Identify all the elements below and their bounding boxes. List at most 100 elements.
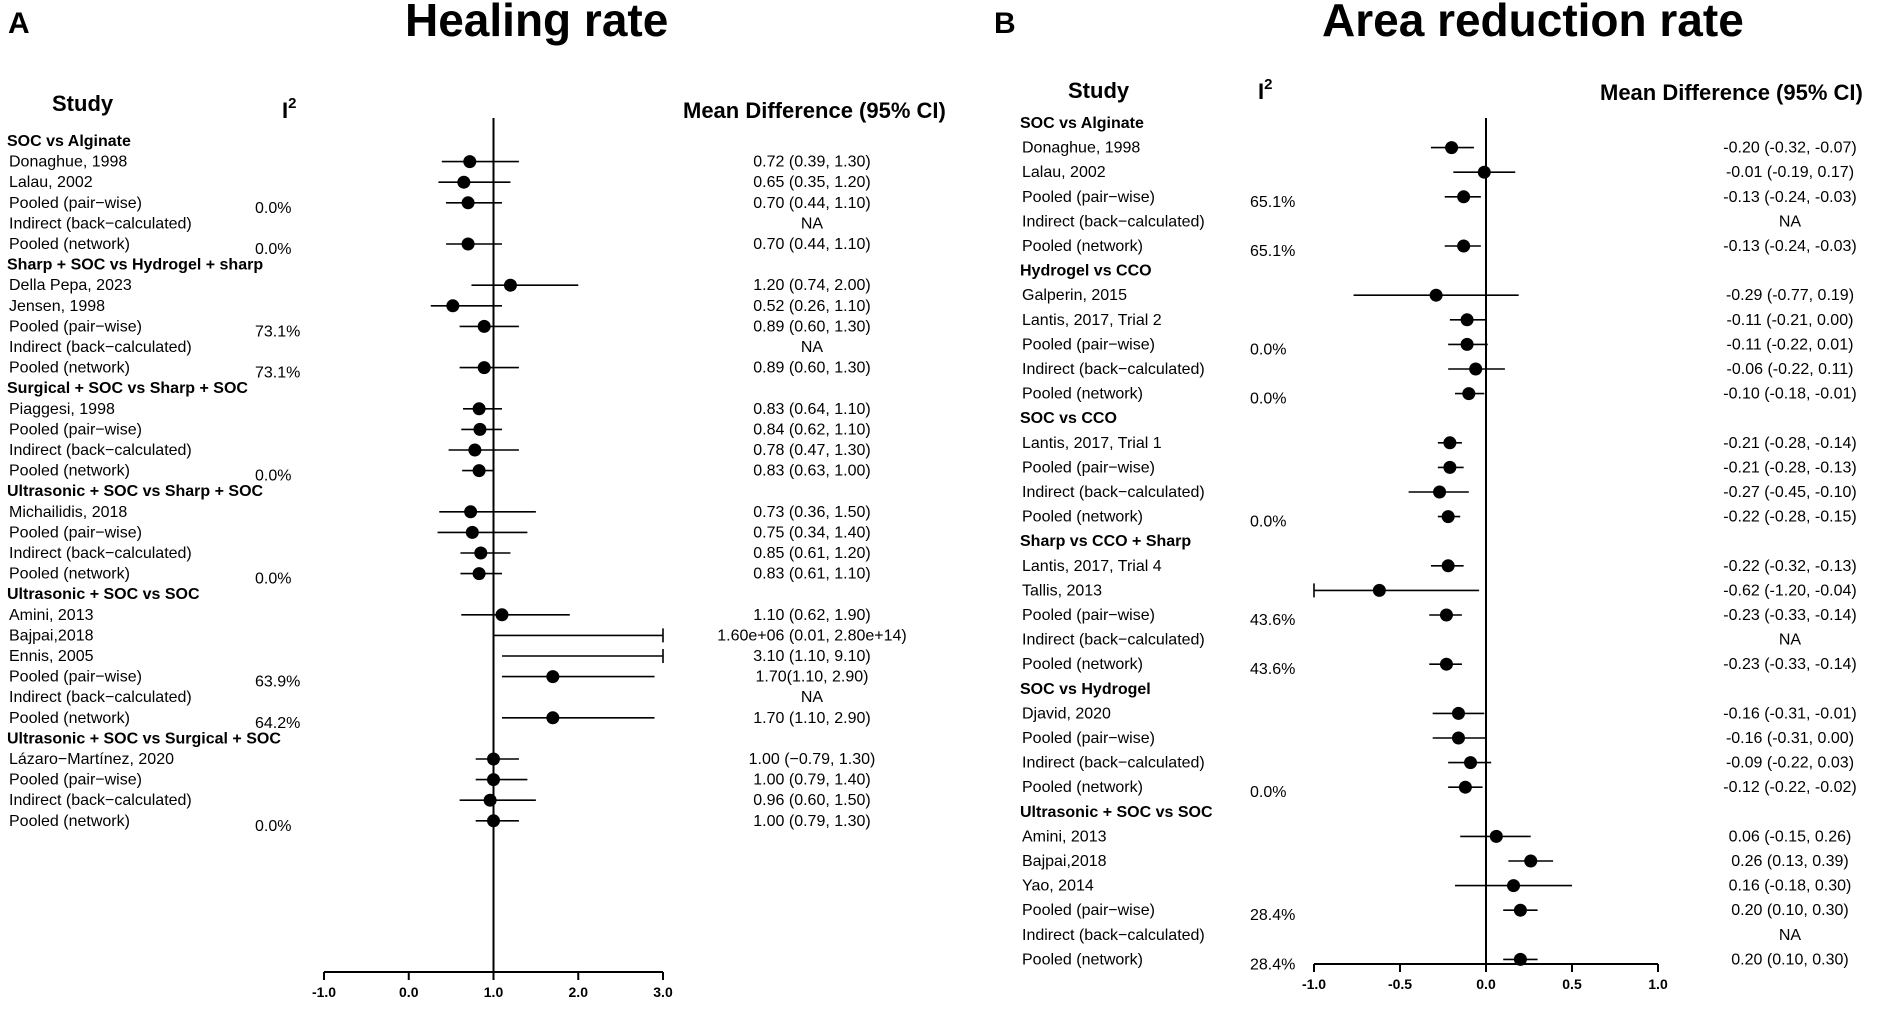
- panel-b-point-estimate: [1513, 952, 1527, 966]
- panel-a-ci-label: 0.52 (0.26, 1.10): [753, 298, 870, 315]
- panel-b-ci-label: NA: [1779, 927, 1802, 944]
- panel-b-ci-label: -0.11 (-0.21, 0.00): [1727, 312, 1854, 329]
- panel-a-point-estimate: [546, 711, 560, 725]
- panel-b-study-label: Pooled (pair−wise): [1022, 189, 1155, 206]
- panel-b-point-estimate: [1457, 190, 1471, 204]
- panel-a-point-estimate: [464, 505, 478, 519]
- panel-a-i2-value: 0.0%: [255, 200, 291, 217]
- panel-b-i2-value: 0.0%: [1250, 514, 1286, 531]
- panel-b-ci-label: -0.01 (-0.19, 0.17): [1726, 164, 1854, 181]
- panel-a-point-estimate: [546, 670, 560, 684]
- panel-a-study-label: Donaghue, 1998: [9, 154, 127, 171]
- panel-b-study-label: Djavid, 2020: [1022, 705, 1111, 722]
- panel-b-ci-label: 0.26 (0.13, 0.39): [1731, 853, 1848, 870]
- panel-a-study-label: Della Pepa, 2023: [9, 277, 132, 294]
- panel-b-ci-label: -0.23 (-0.33, -0.14): [1723, 607, 1856, 624]
- panel-a-study-label: Indirect (back−calculated): [9, 339, 192, 356]
- panel-a-point-estimate: [468, 443, 482, 457]
- panel-a-ci-label: 1.00 (−0.79, 1.30): [749, 751, 876, 768]
- panel-b-i2-value: 0.0%: [1250, 784, 1286, 801]
- panel-a-point-estimate: [472, 567, 486, 581]
- panel-b-point-estimate: [1439, 608, 1453, 622]
- panel-b-ci-label: -0.09 (-0.22, 0.03): [1726, 755, 1854, 772]
- panel-a-ci-label: 1.00 (0.79, 1.40): [753, 772, 870, 789]
- panel-b-i2-base: I: [1258, 79, 1264, 104]
- panel-b-x-tick-label: -0.5: [1388, 976, 1412, 992]
- panel-b-group-label: Hydrogel vs CCO: [1020, 263, 1152, 280]
- panel-a-point-estimate: [495, 608, 509, 622]
- panel-b-x-tick-label: 0.5: [1562, 976, 1582, 992]
- panel-a-study-label: Indirect (back−calculated): [9, 545, 192, 562]
- panel-b-study-label: Pooled (pair−wise): [1022, 459, 1155, 476]
- panel-b-point-estimate: [1460, 337, 1474, 351]
- panel-a-study-label: Pooled (pair−wise): [9, 318, 142, 335]
- panel-b-ci-label: -0.13 (-0.24, -0.03): [1723, 238, 1856, 255]
- panel-a-point-estimate: [474, 546, 488, 560]
- panel-a-ci-label: 0.89 (0.60, 1.30): [753, 318, 870, 335]
- panel-b-point-estimate: [1429, 288, 1443, 302]
- panel-a-point-estimate: [477, 319, 491, 333]
- panel-b-i2-value: 0.0%: [1250, 391, 1286, 408]
- panel-a-study-label: Indirect (back−calculated): [9, 689, 192, 706]
- panel-b-point-estimate: [1513, 903, 1527, 917]
- panel-a-ci-label: 1.00 (0.79, 1.30): [753, 813, 870, 830]
- panel-a-ci-label: 0.89 (0.60, 1.30): [753, 360, 870, 377]
- panel-b-ci-label: -0.06 (-0.22, 0.11): [1727, 361, 1854, 378]
- panel-a-study-label: Pooled (pair−wise): [9, 421, 142, 438]
- panel-b-i2-value: 65.1%: [1250, 243, 1295, 260]
- panel-a-study-label: Pooled (network): [9, 813, 130, 830]
- panel-a-group-label: Ultrasonic + SOC vs Surgical + SOC: [7, 730, 281, 747]
- panel-a-ci-label: 0.84 (0.62, 1.10): [753, 421, 870, 438]
- panel-a-group-label: SOC vs Alginate: [7, 133, 131, 150]
- panel-b-ci-label: -0.20 (-0.32, -0.07): [1723, 140, 1856, 157]
- panel-b-i2-value: 65.1%: [1250, 194, 1295, 211]
- panel-a-title: Healing rate: [405, 0, 668, 46]
- panel-b-study-label: Indirect (back−calculated): [1022, 361, 1205, 378]
- panel-b-study-label: Indirect (back−calculated): [1022, 484, 1205, 501]
- panel-a-ci-label: 0.73 (0.36, 1.50): [753, 504, 870, 521]
- panel-a-x-tick-label: -1.0: [312, 984, 336, 1000]
- panel-b-point-estimate: [1439, 657, 1453, 671]
- panel-a-point-estimate: [446, 299, 460, 313]
- panel-a-ci-label: NA: [801, 689, 824, 706]
- panel-a-study-label: Pooled (network): [9, 463, 130, 480]
- panel-b-ci-label: -0.27 (-0.45, -0.10): [1723, 484, 1856, 501]
- panel-b-plot: -1.0 -0.5 0.0 0.5 1.0: [1302, 118, 1668, 992]
- panel-b-group-label: Sharp vs CCO + Sharp: [1020, 533, 1191, 550]
- panel-b-ci-label: 0.20 (0.10, 0.30): [1731, 951, 1848, 968]
- panel-a-i2-base: I: [282, 98, 288, 123]
- panel-b-group-label: Ultrasonic + SOC vs SOC: [1020, 804, 1213, 821]
- panel-b-study-label: Bajpai,2018: [1022, 853, 1107, 870]
- panel-b-ci-label: -0.29 (-0.77, 0.19): [1726, 287, 1854, 304]
- panel-a-study-label: Pooled (network): [9, 710, 130, 727]
- panel-a-study-label: Lalau, 2002: [9, 174, 93, 191]
- panel-b-point-estimate: [1477, 165, 1491, 179]
- panel-a: A Healing rate Study I2 Mean Difference …: [7, 0, 946, 1000]
- panel-b-study-label: Indirect (back−calculated): [1022, 213, 1205, 230]
- panel-b-point-estimate: [1441, 510, 1455, 524]
- panel-b-ci-label: -0.13 (-0.24, -0.03): [1723, 189, 1856, 206]
- panel-a-rows: SOC vs Alginate Donaghue, 1998 0.72 (0.39,…: [7, 133, 907, 835]
- panel-b-study-label: Tallis, 2013: [1022, 582, 1102, 599]
- panel-b-point-estimate: [1457, 239, 1471, 253]
- panel-b-ci-label: 0.16 (-0.18, 0.30): [1729, 878, 1852, 895]
- panel-a-x-tick-label: 3.0: [653, 984, 673, 1000]
- panel-a-ci-label: 1.60e+06 (0.01, 2.80e+14): [717, 627, 907, 644]
- panel-b-study-label: Lantis, 2017, Trial 1: [1022, 435, 1162, 452]
- panel-a-group-label: Ultrasonic + SOC vs Sharp + SOC: [7, 483, 264, 500]
- panel-b-study-label: Pooled (network): [1022, 951, 1143, 968]
- panel-a-ci-label: 0.65 (0.35, 1.20): [753, 174, 870, 191]
- panel-a-letter: A: [8, 7, 30, 40]
- panel-b-ci-label: -0.22 (-0.28, -0.15): [1723, 509, 1856, 526]
- panel-b-study-label: Lalau, 2002: [1022, 164, 1106, 181]
- panel-b-study-label: Pooled (network): [1022, 386, 1143, 403]
- panel-a-study-label: Pooled (pair−wise): [9, 195, 142, 212]
- panel-a-point-estimate: [461, 196, 475, 210]
- panel-a-point-estimate: [457, 175, 471, 189]
- panel-a-x-tick-label: 0.0: [399, 984, 419, 1000]
- panel-b-study-label: Pooled (network): [1022, 779, 1143, 796]
- panel-b-i2-value: 43.6%: [1250, 612, 1295, 629]
- panel-b-ci-label: -0.16 (-0.31, 0.00): [1726, 730, 1854, 747]
- panel-a-point-estimate: [461, 237, 475, 251]
